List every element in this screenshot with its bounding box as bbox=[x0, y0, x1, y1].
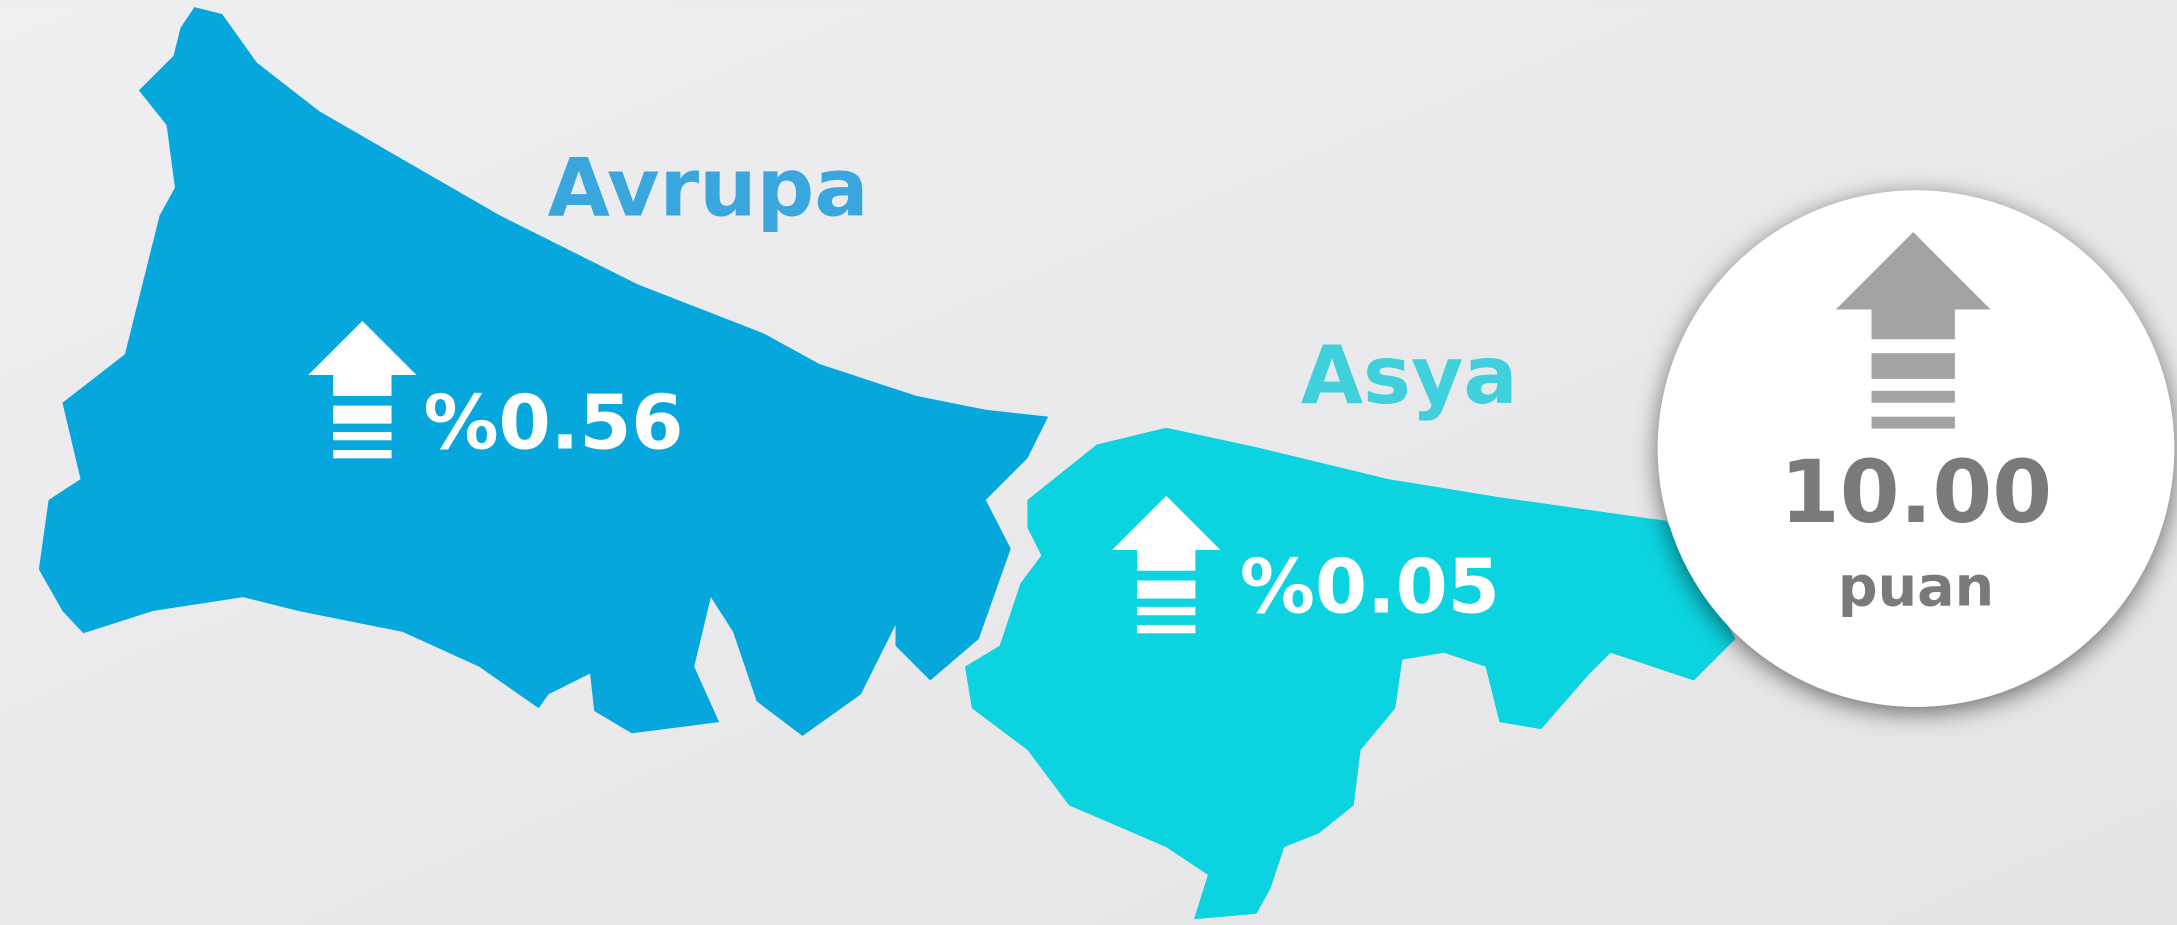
europe-map bbox=[38, 7, 1049, 737]
score-circle bbox=[1657, 190, 2175, 707]
region-name: Avrupa bbox=[548, 140, 869, 234]
region-change: %0.05 bbox=[1240, 542, 1500, 630]
score-value: 10.00 bbox=[1780, 443, 2052, 543]
region-change: %0.56 bbox=[423, 379, 683, 467]
region-name: Asya bbox=[1301, 328, 1518, 422]
score-unit: puan bbox=[1838, 555, 1994, 620]
